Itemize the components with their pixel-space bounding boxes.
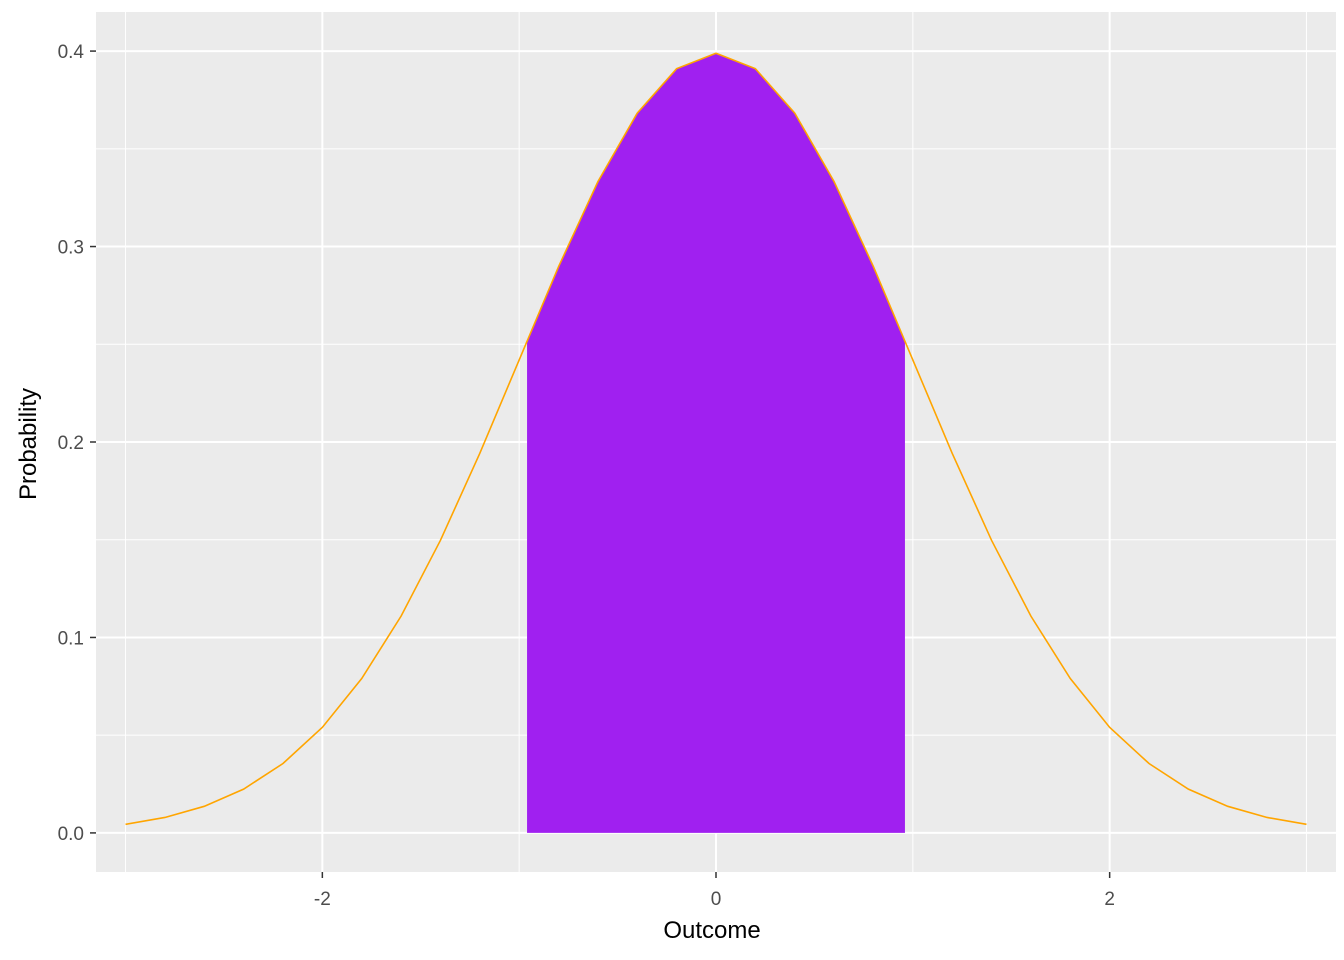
y-tick-label: 0.0 (58, 824, 84, 845)
y-tick-label: 0.2 (58, 433, 84, 454)
x-axis-title: Outcome (663, 917, 760, 944)
density-curve (125, 52, 1307, 826)
y-tick-label: 0.4 (58, 42, 85, 63)
y-tick-label: 0.1 (58, 628, 84, 649)
shaded-area (527, 53, 905, 833)
y-tick-label: 0.3 (58, 238, 84, 259)
x-tick-label: -2 (314, 889, 331, 910)
y-axis-title: Probability (15, 388, 42, 500)
x-tick-label: 2 (1104, 889, 1115, 910)
y-axis: 0.0 0.1 0.2 0.3 0.4 (58, 42, 96, 845)
x-tick-label: 0 (711, 889, 722, 910)
chart-marks (125, 52, 1307, 833)
x-axis: -2 0 2 (314, 872, 1115, 910)
